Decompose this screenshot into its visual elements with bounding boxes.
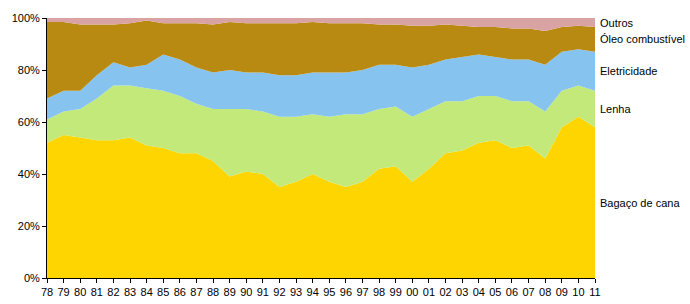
svg-text:78: 78 [41,286,53,298]
svg-text:92: 92 [273,286,285,298]
svg-text:01: 01 [423,286,435,298]
svg-text:05: 05 [489,286,501,298]
svg-text:10: 10 [572,286,584,298]
svg-text:82: 82 [107,286,119,298]
svg-text:0%: 0% [24,272,40,284]
svg-text:94: 94 [307,286,319,298]
svg-text:60%: 60% [18,116,40,128]
svg-text:02: 02 [439,286,451,298]
svg-text:08: 08 [539,286,551,298]
svg-text:79: 79 [57,286,69,298]
svg-text:20%: 20% [18,220,40,232]
svg-text:90: 90 [240,286,252,298]
svg-text:93: 93 [290,286,302,298]
svg-text:Bagaço de cana: Bagaço de cana [600,197,680,209]
svg-text:91: 91 [257,286,269,298]
svg-text:100%: 100% [12,12,40,24]
svg-text:81: 81 [91,286,103,298]
svg-text:98: 98 [373,286,385,298]
svg-text:86: 86 [174,286,186,298]
svg-text:40%: 40% [18,168,40,180]
svg-text:99: 99 [390,286,402,298]
svg-text:95: 95 [323,286,335,298]
svg-text:88: 88 [207,286,219,298]
svg-text:03: 03 [456,286,468,298]
svg-text:96: 96 [340,286,352,298]
svg-text:87: 87 [190,286,202,298]
svg-text:Eletricidade: Eletricidade [600,65,657,77]
svg-text:80: 80 [74,286,86,298]
svg-text:06: 06 [506,286,518,298]
svg-text:04: 04 [473,286,485,298]
svg-text:84: 84 [141,286,153,298]
svg-text:97: 97 [356,286,368,298]
svg-text:83: 83 [124,286,136,298]
svg-text:09: 09 [556,286,568,298]
svg-text:89: 89 [224,286,236,298]
svg-text:Lenha: Lenha [600,103,631,115]
svg-text:Óleo combustível: Óleo combustível [600,33,685,45]
svg-text:11: 11 [589,286,600,298]
svg-text:85: 85 [157,286,169,298]
svg-text:07: 07 [522,286,534,298]
svg-text:Outros: Outros [600,17,634,29]
svg-text:80%: 80% [18,64,40,76]
svg-text:00: 00 [406,286,418,298]
